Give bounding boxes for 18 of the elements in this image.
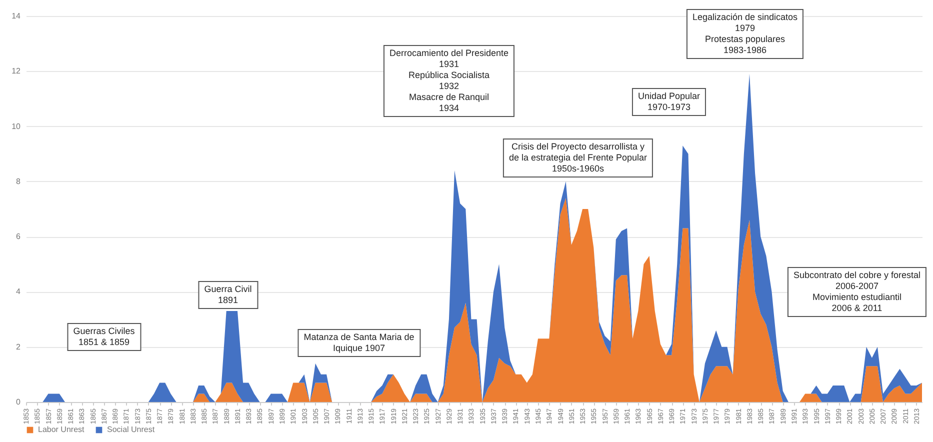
- y-tick-label: 6: [16, 232, 22, 242]
- annotation: Matanza de Santa Maria de Iquique 1907: [298, 329, 420, 357]
- annotation: Legalización de sindicatos 1979 Protestas populares 1983-1986: [686, 9, 804, 59]
- legend-label: Social Unrest: [107, 425, 156, 434]
- y-tick-label: 12: [12, 66, 22, 76]
- y-tick-label: 4: [16, 287, 22, 296]
- y-tick-label: 10: [12, 122, 22, 131]
- y-tick-label: 0: [16, 398, 22, 406]
- y-tick-label: 8: [16, 176, 22, 186]
- annotation: Subcontrato del cobre y forestal 2006-2007 Movimiento estudiantil 2006 & 2011: [787, 267, 927, 317]
- annotation: Derrocamiento del Presidente 1931 República Socialista 1932 Masacre de Ranquil 1934: [383, 45, 515, 117]
- annotation: Guerra Civil 1891: [198, 281, 258, 309]
- y-tick-label: 2: [16, 342, 22, 352]
- annotation: Unidad Popular 1970-1973: [632, 88, 706, 116]
- annotation: Crisis del Proyecto desarrollista y de la estrategia del Frente Popular 1950s-1960s: [502, 138, 654, 178]
- y-tick-label: 14: [12, 12, 22, 20]
- legend-label: Labor Unrest: [38, 425, 86, 434]
- annotation: Guerras Civiles 1851 & 1859: [67, 323, 141, 351]
